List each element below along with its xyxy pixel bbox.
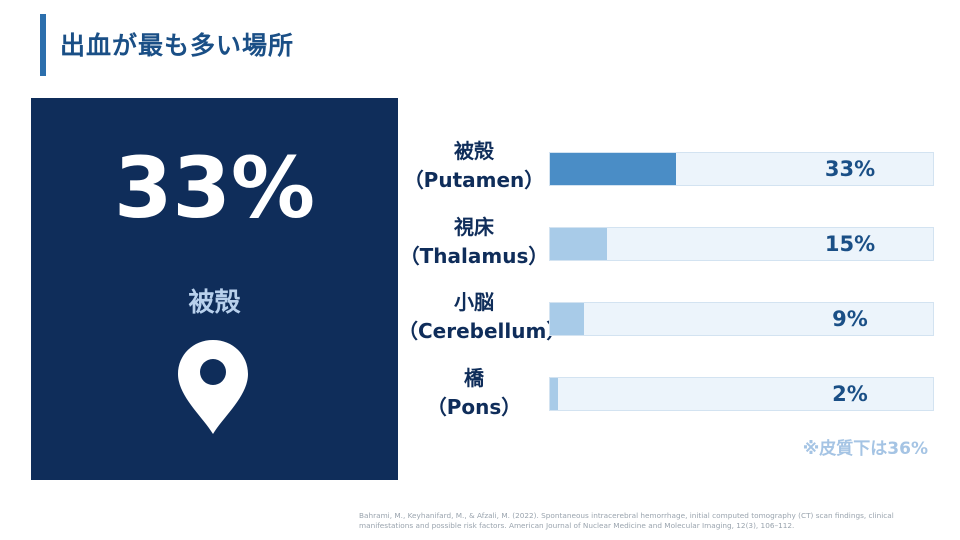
bar-track bbox=[549, 302, 934, 336]
highlight-value: 33% bbox=[113, 139, 316, 237]
bar-value-cerebellum: 9% bbox=[832, 307, 868, 331]
bar-label-putamen: 被殻 （Putamen） bbox=[398, 137, 550, 195]
bar-label-sub: （Putamen） bbox=[403, 168, 545, 192]
title-accent-bar bbox=[40, 14, 46, 76]
bar-label-cerebellum: 小脳 （Cerebellum） bbox=[398, 288, 567, 346]
highlight-panel: 33% 被殻 bbox=[31, 98, 398, 480]
bar-label-name: 小脳 bbox=[454, 290, 494, 314]
bar-putamen bbox=[550, 153, 677, 185]
page-title: 出血が最も多い場所 bbox=[60, 31, 295, 60]
bar-value-thalamus: 15% bbox=[824, 232, 876, 256]
bar-label-name: 橋 bbox=[464, 366, 484, 390]
bar-track bbox=[549, 377, 934, 411]
bar-label-pons: 橋 （Pons） bbox=[398, 364, 550, 422]
location-pin-icon bbox=[178, 340, 248, 434]
bar-label-name: 被殻 bbox=[454, 139, 494, 163]
bar-label-sub: （Cerebellum） bbox=[398, 319, 567, 343]
bar-value-pons: 2% bbox=[832, 382, 868, 406]
bar-label-sub: （Pons） bbox=[426, 395, 522, 419]
bar-thalamus bbox=[550, 228, 608, 260]
bar-value-putamen: 33% bbox=[824, 157, 876, 181]
highlight-label: 被殻 bbox=[188, 288, 241, 318]
bar-pons bbox=[550, 378, 558, 410]
bar-label-thalamus: 視床 （Thalamus） bbox=[398, 213, 550, 271]
bar-label-name: 視床 bbox=[454, 215, 494, 239]
bar-label-sub: （Thalamus） bbox=[399, 244, 549, 268]
bar-track bbox=[549, 227, 934, 261]
source-citation: Bahrami, M., Keyhanifard, M., & Afzali, … bbox=[359, 511, 894, 530]
bar-track bbox=[549, 152, 934, 186]
bar-cerebellum bbox=[550, 303, 585, 335]
footnote: ※皮質下は36% bbox=[802, 439, 928, 459]
